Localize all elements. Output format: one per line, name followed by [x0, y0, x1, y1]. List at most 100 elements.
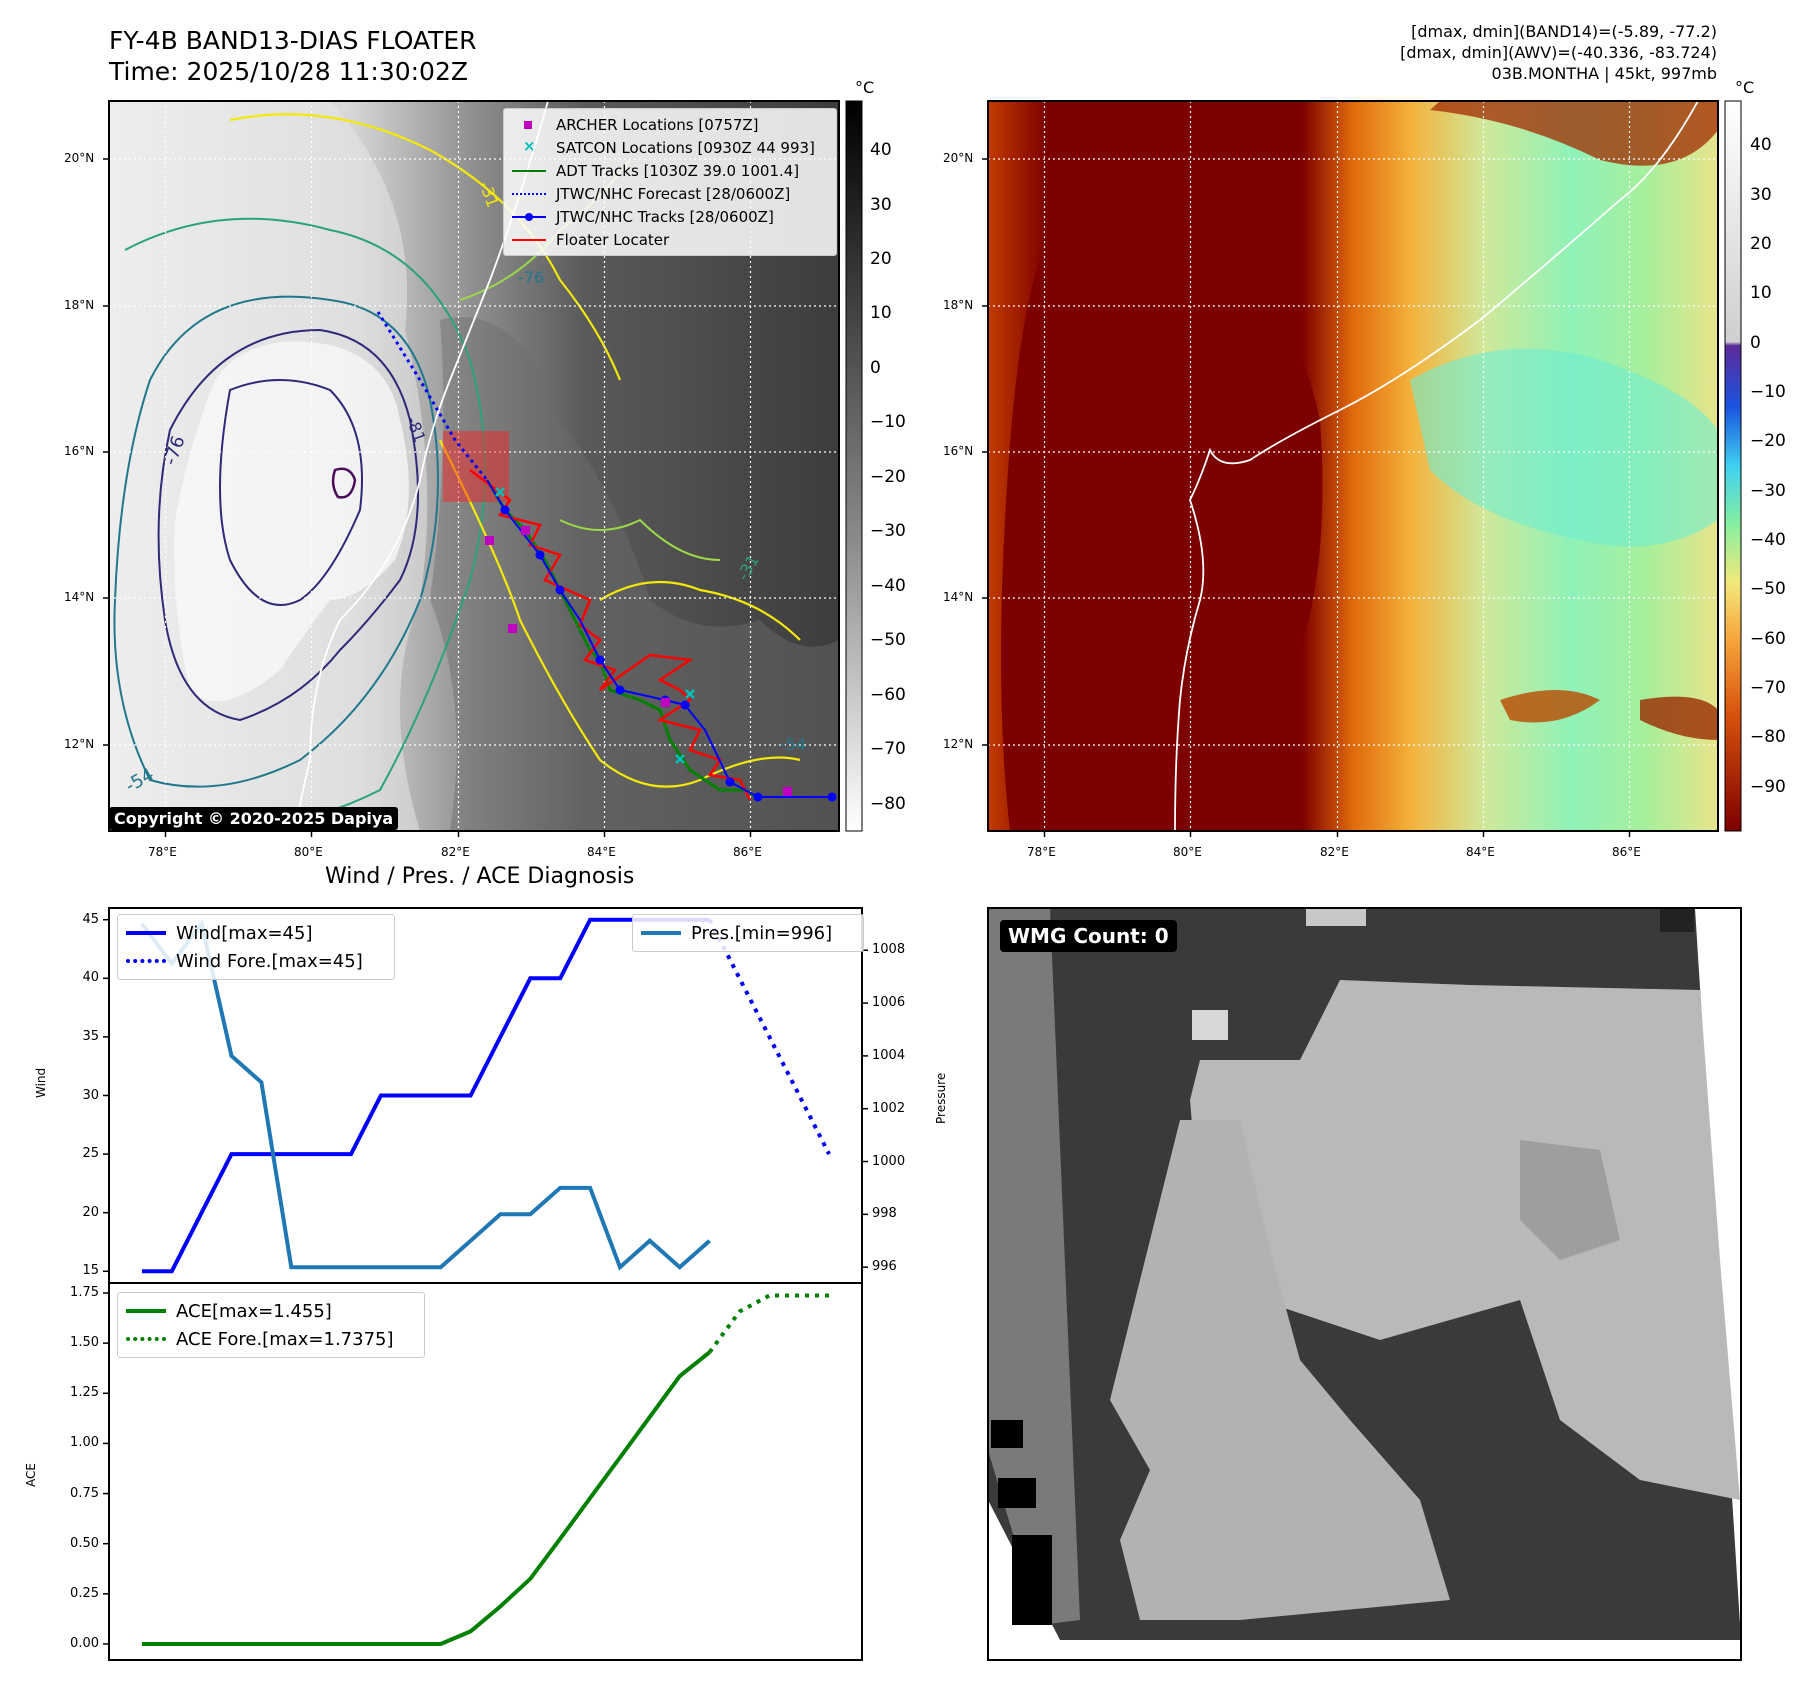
lat-tick-12-right: 12°N	[943, 737, 974, 751]
wmg-panel	[987, 907, 1742, 1661]
floater-line-icon	[512, 235, 546, 245]
satcon-locations	[495, 487, 695, 764]
wind-tick-label: 45	[82, 911, 99, 927]
ace-axis-label: ACE	[24, 1463, 38, 1487]
legend-satcon-label: SATCON Locations [0930Z 44 993]	[556, 138, 815, 157]
wind-legend: Wind[max=45] Wind Fore.[max=45]	[117, 914, 395, 980]
legend-wind: Wind[max=45]	[126, 919, 386, 947]
ir-map-legend: ARCHER Locations [0757Z] × SATCON Locati…	[503, 108, 837, 256]
archer-locations	[485, 526, 792, 796]
wind-forecast-line	[707, 918, 831, 1156]
legend-floater: Floater Locater	[512, 228, 828, 251]
awv-colorbar-tick: 30	[1750, 184, 1772, 205]
ir-colorbar-tick: −40	[870, 575, 906, 596]
lon-tick-82: 82°E	[441, 845, 470, 859]
diagnosis-title: Wind / Pres. / ACE Diagnosis	[325, 864, 635, 889]
lat-tick-18: 18°N	[64, 298, 95, 312]
legend-satcon: × SATCON Locations [0930Z 44 993]	[512, 136, 828, 159]
ir-colorbar-tick: −60	[870, 684, 906, 705]
lon-tick-84: 84°E	[587, 845, 616, 859]
lat-tick-20-right: 20°N	[943, 151, 974, 165]
ace-tick-label: 1.25	[70, 1385, 99, 1401]
moist-region	[1410, 348, 1718, 547]
contour-minus-54	[113, 295, 439, 788]
lon-tick-82-right: 82°E	[1320, 845, 1349, 859]
ace-line-icon	[126, 1306, 166, 1316]
ace-legend: ACE[max=1.455] ACE Fore.[max=1.7375]	[117, 1292, 425, 1358]
ir-colorbar-tick: 10	[870, 303, 892, 324]
jtwc-track-line-icon	[512, 212, 546, 222]
awv-colorbar-tick: −70	[1750, 677, 1786, 698]
coastline-right	[1174, 101, 1699, 831]
pressure-line	[140, 919, 711, 1271]
awv-map-ticks	[982, 158, 1631, 837]
ace-tick-label: 0.75	[70, 1485, 99, 1501]
legend-wind-forecast-label: Wind Fore.[max=45]	[176, 950, 363, 972]
contour-label-54b: -54	[780, 735, 807, 754]
lon-tick-80-right: 80°E	[1173, 845, 1202, 859]
lat-tick-16: 16°N	[64, 444, 95, 458]
adt-track	[485, 479, 761, 802]
lat-tick-14-right: 14°N	[943, 590, 974, 604]
dry-patch-southeast	[1640, 696, 1718, 740]
ace-tick-label: 0.25	[70, 1585, 99, 1601]
ir-colorbar-tick: −80	[870, 793, 906, 814]
pressure-axis-label: Pressure	[934, 1072, 948, 1124]
wind-tick-label: 20	[82, 1204, 99, 1220]
ir-colorbar-tick: 20	[870, 248, 892, 269]
legend-jtwc-track: JTWC/NHC Tracks [28/0600Z]	[512, 205, 828, 228]
wmg-cold-patch	[1520, 1140, 1620, 1260]
floater-track	[469, 469, 752, 801]
ace-series	[141, 1293, 830, 1646]
awv-colorbar-tick: 0	[1750, 332, 1761, 353]
convective-band	[430, 317, 839, 831]
legend-ace: ACE[max=1.455]	[126, 1297, 416, 1325]
contour-minus-81	[219, 379, 363, 606]
ir-colorbar-tick: 0	[870, 357, 881, 378]
wind-tick-label: 35	[82, 1028, 99, 1044]
dry-patch-south	[1500, 690, 1600, 723]
contour-label-76b: -76	[518, 268, 545, 287]
satcon-marker-icon: ×	[523, 136, 536, 155]
contour-core	[331, 467, 357, 499]
legend-jtwc-forecast-label: JTWC/NHC Forecast [28/0600Z]	[556, 184, 791, 203]
dry-slot	[1001, 250, 1323, 831]
ir-colorbar-tick: 40	[870, 140, 892, 161]
awv-colorbar-tick: −50	[1750, 579, 1786, 600]
legend-archer-label: ARCHER Locations [0757Z]	[556, 115, 759, 134]
awv-colorbar-tick: 40	[1750, 135, 1772, 156]
figure-title: FY-4B BAND13-DIAS FLOATER	[109, 26, 477, 55]
awv-map-panel	[982, 100, 1742, 837]
wind-tick-label: 15	[82, 1263, 99, 1279]
pressure-tick-label: 998	[872, 1206, 897, 1222]
ir-map-ticks	[103, 158, 752, 837]
pressure-legend: Pres.[min=996]	[632, 914, 864, 952]
wind-axis-label: Wind	[34, 1067, 48, 1098]
lon-tick-78: 78°E	[148, 845, 177, 859]
ace-tick-label: 1.50	[70, 1335, 99, 1351]
awv-colorbar-tick: −20	[1750, 431, 1786, 452]
awv-map-frame	[987, 100, 1719, 832]
info-line-2: [dmax, dmin](AWV)=(-40.336, -83.724)	[1400, 43, 1717, 62]
lat-tick-16-right: 16°N	[943, 444, 974, 458]
legend-jtwc-track-label: JTWC/NHC Tracks [28/0600Z]	[556, 207, 774, 226]
lon-tick-80: 80°E	[294, 845, 323, 859]
legend-pressure-label: Pres.[min=996]	[691, 922, 833, 944]
awv-colorbar-tick: 20	[1750, 234, 1772, 255]
wind-tick-label: 40	[82, 970, 99, 986]
ace-tick-label: 1.00	[70, 1435, 99, 1451]
ir-colorbar	[845, 100, 863, 832]
adt-line-icon	[512, 166, 546, 176]
jtwc-forecast-track	[376, 311, 489, 481]
legend-jtwc-forecast: JTWC/NHC Forecast [28/0600Z]	[512, 182, 828, 205]
legend-adt-label: ADT Tracks [1030Z 39.0 1001.4]	[556, 161, 800, 180]
contour-minus-31	[124, 217, 486, 831]
legend-ace-forecast: ACE Fore.[max=1.7375]	[126, 1325, 416, 1353]
awv-colorbar-tick: −60	[1750, 628, 1786, 649]
ace-tick-label: 0.00	[70, 1635, 99, 1651]
pressure-tick-label: 1006	[872, 995, 906, 1011]
ir-colorbar-unit: °C	[855, 78, 875, 97]
lon-tick-78-right: 78°E	[1027, 845, 1056, 859]
awv-colorbar-tick: −30	[1750, 480, 1786, 501]
ace-forecast-line	[707, 1293, 830, 1354]
